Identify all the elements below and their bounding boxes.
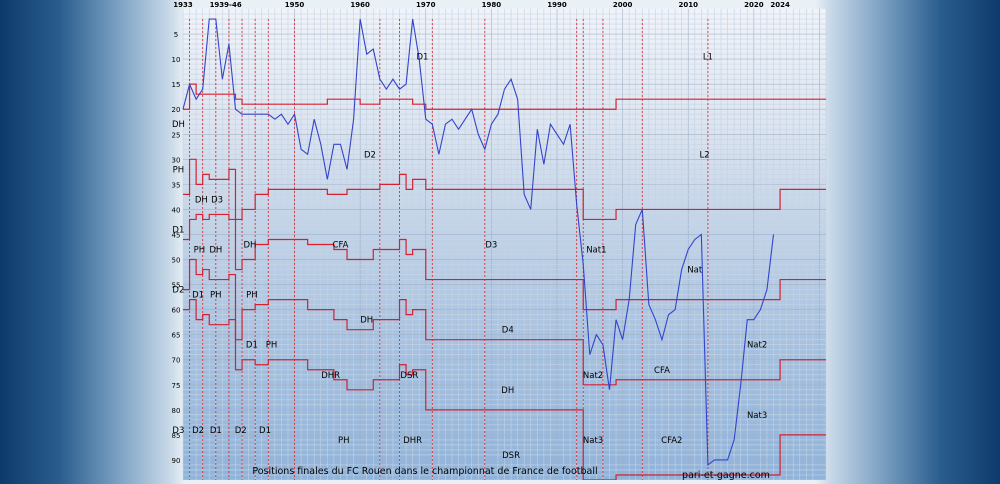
y-tick-label: 25 [172,131,181,139]
division-boundary-2 [183,213,826,311]
zone-label: DH [209,246,222,256]
x-axis: 1933 1939-46 1950 1960 1970 1980 1990 2000 2010 2… [173,1,790,9]
y-tick-label: 55 [172,282,181,290]
series-line-0 [182,18,775,467]
y-tick-label: 45 [172,231,181,239]
zone-label: DHR [403,436,422,446]
zone-label: DH [195,195,208,205]
x-tick-label: 2024 [770,1,790,9]
zone-label: D2 [364,150,376,160]
zone-label: PH [194,246,206,256]
zone-label: PH [338,436,350,446]
y-tick-label: 75 [172,382,181,390]
zone-label: Nat3 [583,436,603,446]
y-tick-label: 20 [172,106,181,114]
y-axis: 5 10 15 20 25 30 35 40 45 50 55 60 65 70 75 80 85 90 [172,31,181,465]
x-tick-label: 1970 [416,1,436,9]
division-boundary-1 [183,158,826,221]
y-tick-label: 40 [172,206,181,214]
x-tick-label: 1939-46 [210,1,242,9]
zone-label: PH [246,291,258,301]
zone-label: DH [172,120,185,130]
x-tick-label: 1933 [173,1,193,9]
x-tick-label: 1950 [285,1,305,9]
zone-label: Nat2 [583,371,603,381]
zone-label: D3 [172,426,184,436]
x-tick-label: 2020 [744,1,764,9]
y-tick-label: 60 [172,307,181,315]
zone-label: PH [266,341,278,351]
zone-label: D2 [235,426,247,436]
x-tick-label: 1960 [350,1,370,9]
division-boundary-0 [183,83,826,110]
zone-label: CFA [333,241,349,251]
x-tick-label: 2010 [678,1,698,9]
division-boundaries [183,83,826,481]
y-tick-label: 85 [172,432,181,440]
x-tick-label: 1980 [482,1,502,9]
zone-label: PH [210,291,222,301]
zone-label: D1 [246,341,258,351]
division-boundary-3 [183,258,826,386]
zone-label: D1 [259,426,271,436]
y-tick-label: 80 [172,407,181,415]
zone-label: D1 [172,225,184,235]
zone-label: PH [173,165,185,175]
zone-label: D2 [192,426,204,436]
y-tick-label: 15 [172,81,181,89]
zone-label: DSR [400,371,418,381]
zone-label: DSR [502,451,520,461]
zone-label: DH [360,316,373,326]
zone-label: D4 [502,326,514,336]
zone-label: DH [243,241,256,251]
zone-label: L1 [703,53,713,63]
season-markers [189,19,709,480]
y-tick-label: 5 [174,31,178,39]
zone-label: D3 [211,195,223,205]
x-tick-label: 2000 [613,1,633,9]
division-boundary-4 [183,299,826,481]
zone-label: D3 [485,241,497,251]
series-group [182,18,775,467]
zone-label: D1 [417,53,429,63]
zone-label: Nat2 [747,341,767,351]
y-tick-label: 70 [172,357,181,365]
y-tick-label: 30 [172,156,181,164]
zone-label: Nat3 [747,411,767,421]
x-tick-label: 1990 [547,1,567,9]
zone-label: D2 [172,286,184,296]
y-tick-label: 35 [172,181,181,189]
zone-label: DHR [321,371,340,381]
zone-label: L2 [700,150,710,160]
chart-title: Positions finales du FC Rouen dans le ch… [252,466,597,477]
y-tick-label: 50 [172,257,181,265]
y-tick-label: 65 [172,332,181,340]
y-tick-label: 10 [172,56,181,64]
zone-label: CFA [654,366,670,376]
zone-label: DH [501,386,514,396]
zone-label: CFA2 [661,436,682,446]
chart-source: pari-et-gagne.com [682,470,770,480]
zone-label: D1 [210,426,222,436]
zone-label: D1 [192,291,204,301]
y-tick-label: 90 [172,457,181,465]
zone-label: Nat [687,266,703,276]
zone-label: Nat1 [586,246,606,256]
